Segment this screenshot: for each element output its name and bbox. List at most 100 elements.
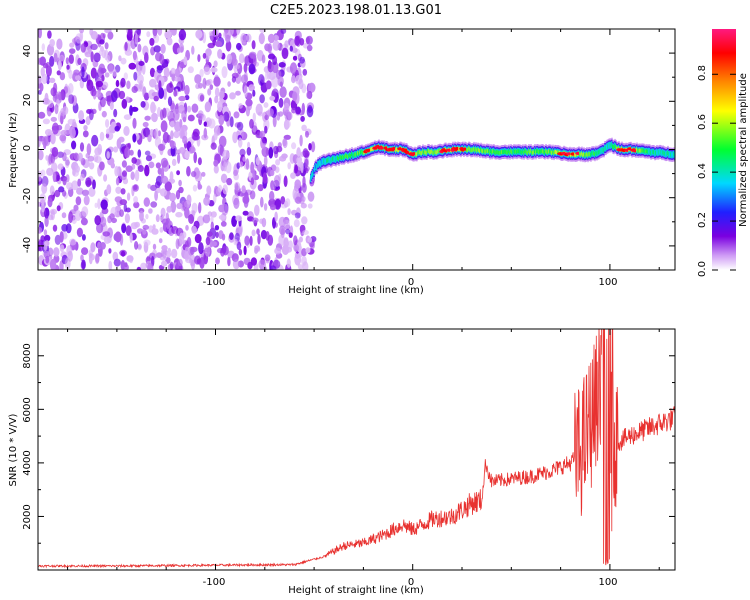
noise-blob — [181, 110, 187, 121]
noise-blob — [178, 179, 182, 187]
noise-blob — [106, 184, 112, 195]
ridge-core — [470, 148, 472, 153]
noise-blob — [226, 177, 233, 186]
noise-blob — [50, 87, 57, 97]
noise-blob — [304, 167, 309, 174]
noise-blob — [199, 68, 204, 78]
ridge-core — [548, 149, 550, 154]
noise-blob — [174, 68, 180, 77]
noise-blob — [50, 116, 57, 122]
noise-blob — [208, 118, 216, 129]
noise-blob — [176, 170, 181, 176]
noise-blob — [102, 81, 109, 89]
noise-blob — [173, 130, 180, 139]
noise-blob — [260, 229, 267, 240]
noise-blob — [195, 83, 201, 90]
ridge-core — [349, 153, 351, 158]
noise-blob — [100, 199, 108, 210]
noise-blob — [99, 242, 106, 250]
ridge-core — [549, 149, 551, 154]
y-tick-label: 2000 — [22, 504, 33, 529]
noise-blob — [129, 149, 134, 156]
noise-blob — [155, 214, 160, 223]
noise-blob — [94, 155, 102, 164]
ridge-core — [517, 149, 519, 154]
noise-blob — [120, 77, 126, 88]
noise-blob — [306, 91, 312, 99]
noise-blob — [88, 249, 93, 259]
ridge-core — [526, 150, 528, 155]
noise-blob — [191, 171, 197, 178]
ridge-core — [599, 149, 601, 154]
noise-blob — [77, 178, 82, 187]
colorbar-gradient — [712, 29, 736, 270]
ridge-core — [347, 154, 349, 159]
noise-blob — [267, 43, 272, 54]
ridge-core — [515, 149, 517, 154]
ridge-core — [359, 150, 361, 155]
ridge-core — [581, 151, 583, 156]
noise-blob — [144, 164, 150, 177]
noise-blob — [218, 32, 222, 39]
noise-blob — [157, 29, 163, 36]
noise-blob — [181, 200, 186, 210]
noise-blob — [221, 233, 226, 241]
noise-blob — [126, 80, 131, 90]
noise-blob — [49, 258, 57, 270]
noise-blob — [122, 170, 127, 177]
ridge-core — [487, 149, 489, 154]
ridge-core — [505, 149, 507, 154]
noise-blob — [115, 186, 122, 194]
ridge-core — [489, 150, 491, 155]
ridge-core — [540, 149, 542, 154]
noise-blob — [61, 135, 66, 144]
y-tick-label: 8000 — [22, 343, 33, 368]
noise-blob — [184, 246, 189, 254]
noise-blob — [244, 55, 252, 66]
ridge-core — [538, 150, 540, 154]
noise-blob — [258, 74, 265, 86]
ridge-core — [344, 154, 346, 159]
ridge-core — [584, 153, 586, 158]
ridge-core — [522, 149, 524, 154]
ridge-core — [552, 149, 554, 154]
noise-blob — [236, 29, 240, 36]
noise-blob — [305, 247, 311, 254]
ridge-core — [637, 148, 639, 153]
ridge-core — [531, 150, 533, 155]
noise-blob — [47, 197, 53, 208]
noise-blob — [225, 161, 232, 174]
noise-blob — [143, 197, 150, 207]
noise-blob — [310, 141, 316, 153]
noise-blob — [49, 55, 55, 67]
noise-blob — [294, 164, 299, 174]
noise-blob — [284, 109, 290, 116]
noise-blob — [239, 161, 244, 168]
ridge-core — [579, 152, 581, 157]
noise-blob — [66, 245, 73, 257]
noise-blob — [137, 243, 142, 251]
noise-blob — [72, 169, 79, 177]
ridge-core — [318, 162, 320, 167]
ridge-core — [467, 147, 469, 152]
ridge-core — [511, 150, 513, 154]
ridge-core — [492, 149, 494, 154]
noise-blob — [233, 169, 238, 177]
ridge-core — [658, 150, 660, 155]
noise-blob — [61, 212, 67, 219]
noise-blob — [239, 148, 246, 157]
noise-blob — [75, 196, 82, 206]
noise-blob — [234, 182, 239, 192]
noise-blob — [120, 260, 126, 270]
noise-blob — [169, 192, 176, 202]
noise-blob — [43, 135, 51, 147]
ridge-core — [477, 147, 479, 152]
ridge-core — [662, 150, 664, 155]
ridge-core — [647, 149, 649, 154]
ridge-core — [490, 149, 492, 154]
noise-blob — [142, 86, 147, 98]
noise-blob — [164, 30, 172, 39]
noise-blob — [215, 231, 219, 239]
ridge-core — [466, 148, 468, 153]
noise-blob — [207, 88, 212, 96]
